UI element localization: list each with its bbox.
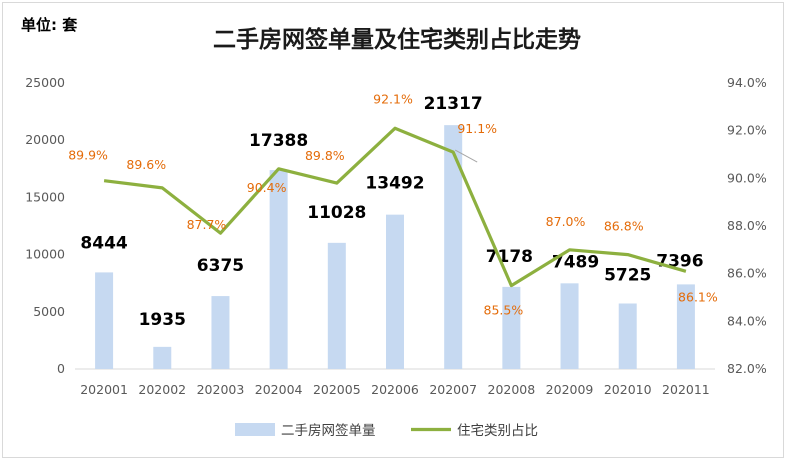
left-tick-label: 20000 <box>25 132 65 147</box>
bar-data-label: 1935 <box>139 310 186 330</box>
x-axis: 202001 202002 202003 202004 202005 202006 2020… <box>80 382 710 397</box>
right-tick-label: 94.0% <box>727 75 767 90</box>
line-data-label: 85.5% <box>484 303 524 318</box>
x-tick-label: 202007 <box>429 382 477 397</box>
right-tick-label: 88.0% <box>727 218 767 233</box>
left-tick-label: 10000 <box>25 247 65 262</box>
bar <box>618 303 637 369</box>
line-data-label: 87.7% <box>187 217 227 232</box>
bar-data-label: 17388 <box>249 131 308 151</box>
x-tick-label: 202004 <box>255 382 303 397</box>
bar <box>502 286 521 369</box>
x-tick-label: 202001 <box>80 382 128 397</box>
bar-data-label: 7178 <box>486 247 533 267</box>
x-tick-label: 202002 <box>138 382 186 397</box>
bar-series <box>95 125 695 370</box>
bar-data-label: 21317 <box>424 94 483 114</box>
bar-data-label: 8444 <box>80 233 127 253</box>
left-tick-label: 0 <box>57 361 65 376</box>
bar <box>153 346 172 369</box>
legend-bar-label: 二手房网签单量 <box>281 422 376 439</box>
line-data-label: 91.1% <box>457 121 497 136</box>
bar <box>269 170 288 369</box>
leader-line <box>454 149 478 163</box>
line-data-label: 92.1% <box>373 91 413 106</box>
ratio-line <box>103 126 687 288</box>
right-tick-label: 92.0% <box>727 123 767 138</box>
unit-label: 单位: 套 <box>21 16 78 34</box>
right-tick-label: 90.0% <box>727 170 767 185</box>
bar-data-label: 7489 <box>552 252 599 272</box>
bar <box>211 296 230 369</box>
chart-title: 二手房网签单量及住宅类别占比走势 <box>213 26 581 53</box>
line-data-label: 87.0% <box>546 214 586 229</box>
x-tick-label: 202003 <box>197 382 245 397</box>
bar-data-label: 5725 <box>604 266 651 286</box>
bar-data-label: 11028 <box>307 203 366 223</box>
legend-line-label: 住宅类别占比 <box>457 423 538 439</box>
left-axis: 0 5000 10000 15000 20000 25000 <box>25 75 65 376</box>
x-tick-label: 202011 <box>662 382 710 397</box>
line-data-label: 89.9% <box>68 148 108 163</box>
bar <box>444 125 463 370</box>
bar <box>560 283 579 369</box>
left-tick-label: 25000 <box>25 75 65 90</box>
x-tick-label: 202008 <box>488 382 536 397</box>
x-tick-label: 202010 <box>604 382 652 397</box>
right-tick-label: 86.0% <box>727 266 767 281</box>
right-axis: 82.0% 84.0% 86.0% 88.0% 90.0% 92.0% 94.0% <box>727 75 767 376</box>
leader-lines <box>454 149 478 163</box>
left-tick-label: 5000 <box>33 304 65 319</box>
chart-frame: 单位: 套 二手房网签单量及住宅类别占比走势 0 5000 10000 15000 20… <box>2 2 784 458</box>
right-tick-label: 82.0% <box>727 361 767 376</box>
line-data-label: 89.6% <box>126 157 166 172</box>
combo-chart: 单位: 套 二手房网签单量及住宅类别占比走势 0 5000 10000 15000 20… <box>21 16 767 439</box>
line-data-labels: 89.9% 89.6% 87.7% 90.4% 89.8% 92.1% 91.1% 85.5%… <box>68 91 718 317</box>
x-tick-label: 202006 <box>371 382 419 397</box>
right-tick-label: 84.0% <box>727 313 767 328</box>
x-tick-label: 202009 <box>546 382 594 397</box>
bar-data-label: 13492 <box>365 174 424 194</box>
line-data-label: 89.8% <box>305 148 345 163</box>
x-tick-label: 202005 <box>313 382 361 397</box>
legend: 二手房网签单量 住宅类别占比 <box>235 422 538 439</box>
bar <box>327 242 346 369</box>
left-tick-label: 15000 <box>25 189 65 204</box>
legend-bar-swatch <box>235 423 275 436</box>
line-data-label: 86.1% <box>678 289 718 304</box>
bar <box>95 272 114 369</box>
bar-data-label: 6375 <box>197 256 244 276</box>
line-data-label: 90.4% <box>247 180 287 195</box>
line-data-label: 86.8% <box>604 219 644 234</box>
bar <box>676 284 695 369</box>
bar <box>386 214 404 369</box>
bar-data-labels: 8444 1935 6375 17388 11028 13492 21317 7178 7489… <box>80 94 703 330</box>
